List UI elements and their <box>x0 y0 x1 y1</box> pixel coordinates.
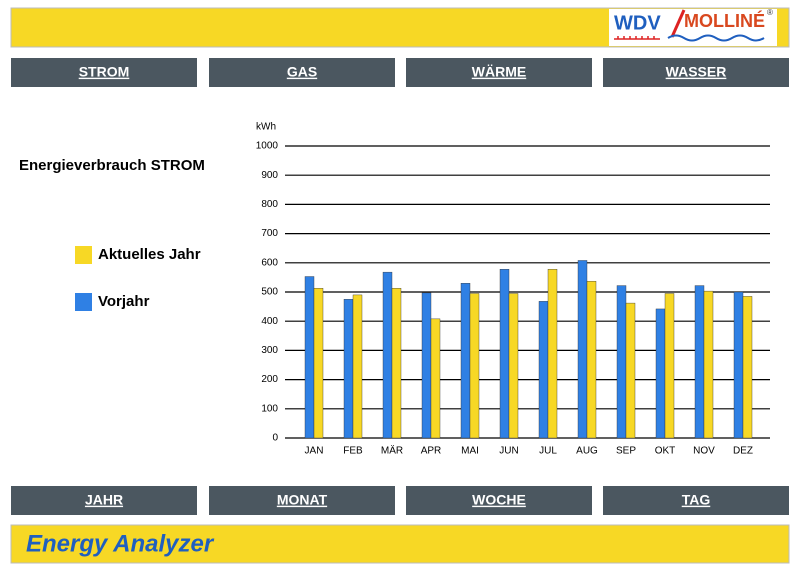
nav-button[interactable]: GAS <box>209 58 395 87</box>
logo-left: WDV <box>614 12 661 34</box>
nav-button[interactable]: JAHR <box>11 486 197 515</box>
x-tick-label: MAI <box>461 446 479 457</box>
button-bg[interactable] <box>406 58 592 87</box>
footer-title: Energy Analyzer <box>26 530 215 557</box>
bar <box>664 293 675 439</box>
bar <box>391 288 402 439</box>
bar <box>469 293 480 439</box>
button-bg[interactable] <box>406 486 592 515</box>
legend-label: Vorjahr <box>98 293 150 310</box>
nav-button[interactable]: WÄRME <box>406 58 592 87</box>
button-bg[interactable] <box>603 486 789 515</box>
legend-swatch <box>75 293 92 311</box>
x-tick-label: APR <box>421 446 442 457</box>
x-tick-label: JUL <box>539 446 557 457</box>
button-label[interactable]: MONAT <box>277 492 328 508</box>
y-tick-label: 900 <box>261 170 278 181</box>
bar <box>499 269 510 439</box>
bar <box>508 293 519 439</box>
footer-bar <box>10 524 790 564</box>
bar <box>382 271 393 439</box>
button-label[interactable]: JAHR <box>85 492 123 508</box>
nav-button[interactable]: MONAT <box>209 486 395 515</box>
button-label[interactable]: WÄRME <box>472 64 526 80</box>
bar <box>538 301 549 439</box>
bar <box>313 288 324 439</box>
logo-mark: ® <box>767 8 773 17</box>
y-tick-label: 400 <box>261 316 278 327</box>
logo-slash <box>670 9 686 38</box>
x-tick-label: JAN <box>305 446 324 457</box>
x-tick-label: AUG <box>576 446 598 457</box>
button-label[interactable]: WOCHE <box>472 492 526 508</box>
button-label[interactable]: STROM <box>79 64 130 80</box>
y-tick-label: 200 <box>261 374 278 385</box>
bar <box>577 260 588 439</box>
button-bg[interactable] <box>209 486 395 515</box>
bar <box>733 291 744 439</box>
logo-ruler <box>614 36 660 40</box>
bar <box>742 296 753 439</box>
x-tick-label: FEB <box>343 446 363 457</box>
x-tick-label: OKT <box>655 446 676 457</box>
y-tick-label: 600 <box>261 257 278 268</box>
bar <box>655 308 666 439</box>
bar <box>304 276 315 439</box>
bar <box>547 269 558 439</box>
x-tick-label: SEP <box>616 446 636 457</box>
legend-swatch <box>75 246 92 264</box>
legend-label: Aktuelles Jahr <box>98 246 201 263</box>
bar <box>430 318 441 439</box>
bar <box>460 283 471 439</box>
y-tick-label: 700 <box>261 228 278 239</box>
y-axis-label: kWh <box>256 122 276 133</box>
bar <box>625 302 636 439</box>
bar <box>616 285 627 439</box>
y-tick-label: 0 <box>272 433 278 444</box>
bar <box>343 299 354 439</box>
nav-button[interactable]: WASSER <box>603 58 789 87</box>
button-label[interactable]: GAS <box>287 64 317 80</box>
bar <box>421 292 432 439</box>
x-tick-label: MÄR <box>381 445 403 457</box>
nav-button[interactable]: TAG <box>603 486 789 515</box>
x-tick-label: DEZ <box>733 446 753 457</box>
button-label[interactable]: WASSER <box>666 64 727 80</box>
y-tick-label: 100 <box>261 403 278 414</box>
nav-button[interactable]: STROM <box>11 58 197 87</box>
y-tick-label: 500 <box>261 287 278 298</box>
bar <box>703 290 714 439</box>
button-label[interactable]: TAG <box>682 492 711 508</box>
button-bg[interactable] <box>603 58 789 87</box>
bar <box>694 285 705 439</box>
button-bg[interactable] <box>11 486 197 515</box>
chart-title: Energieverbrauch STROM <box>19 157 205 174</box>
x-tick-label: JUN <box>499 446 518 457</box>
logo-right: MOLLINÉ <box>684 10 765 31</box>
y-tick-label: 300 <box>261 345 278 356</box>
logo-wave <box>667 34 765 42</box>
y-tick-label: 1000 <box>256 141 279 152</box>
bar <box>352 294 363 439</box>
x-tick-label: NOV <box>693 446 715 457</box>
button-bg[interactable] <box>11 58 197 87</box>
button-bg[interactable] <box>209 58 395 87</box>
nav-button[interactable]: WOCHE <box>406 486 592 515</box>
bar <box>586 280 597 439</box>
y-tick-label: 800 <box>261 199 278 210</box>
